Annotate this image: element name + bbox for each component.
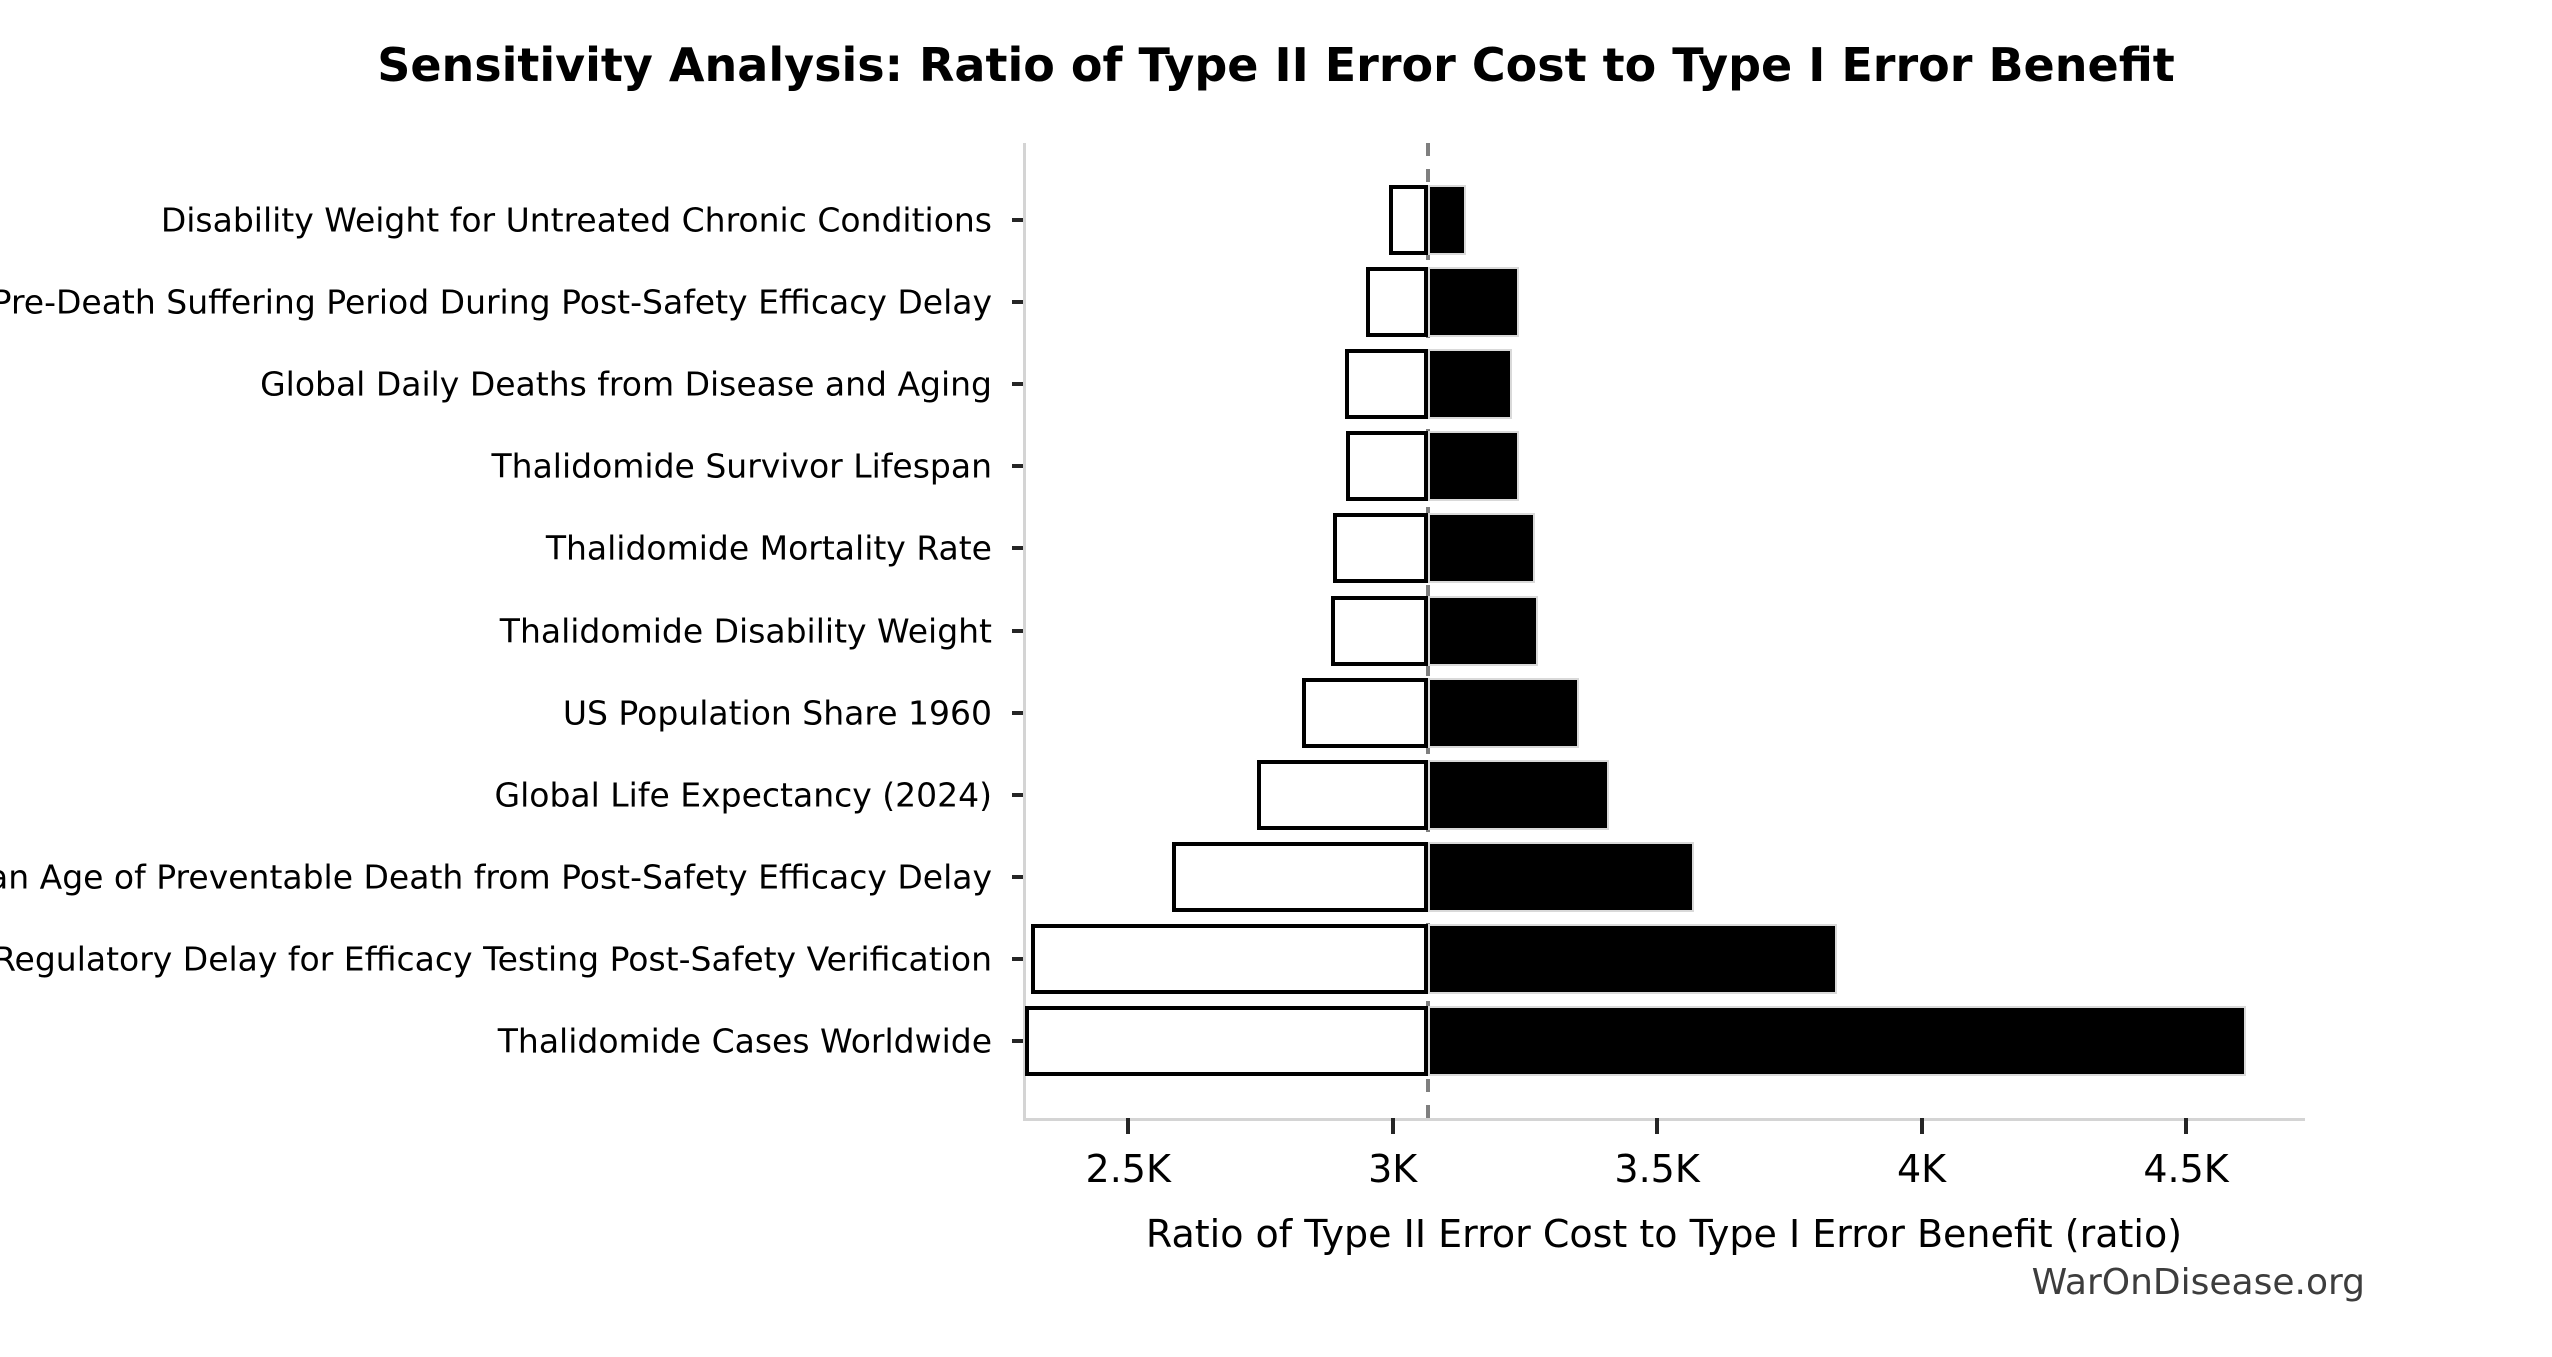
y-tick-mark [1012, 628, 1023, 633]
x-tick-label: 3K [1368, 1147, 1418, 1191]
bar-high-segment [1428, 923, 1837, 994]
x-tick-label: 2.5K [1085, 1147, 1171, 1191]
bar-low-segment [1171, 841, 1429, 912]
bar-low-segment [1301, 677, 1429, 748]
watermark-text: WarOnDisease.org [2031, 1262, 2365, 1303]
y-tick-label: Thalidomide Disability Weight [499, 611, 992, 650]
y-tick-mark [1012, 874, 1023, 879]
bar-low-segment [1330, 595, 1429, 666]
x-tick-mark [1919, 1118, 1924, 1134]
y-tick-label: Pre-Death Suffering Period During Post-S… [0, 282, 992, 322]
x-tick-label: 4.5K [2143, 1147, 2229, 1191]
x-axis-spine [1023, 1118, 2305, 1121]
bar-low-segment [1025, 1006, 1429, 1076]
bar-low-segment [1346, 431, 1429, 502]
bar-high-segment [1428, 267, 1520, 338]
y-axis-spine [1023, 143, 1026, 1118]
y-tick-mark [1012, 382, 1023, 387]
bar-low-segment [1256, 759, 1429, 830]
y-tick-label: Thalidomide Survivor Lifespan [491, 446, 992, 486]
y-tick-mark [1012, 300, 1023, 305]
y-tick-label: Disability Weight for Untreated Chronic … [160, 200, 992, 240]
y-tick-label: Thalidomide Cases Worldwide [497, 1021, 992, 1061]
bar-high-segment [1428, 349, 1512, 420]
x-axis-label: Ratio of Type II Error Cost to Type I Er… [1145, 1212, 2183, 1256]
x-tick-label: 4K [1897, 1147, 1947, 1191]
bar-low-segment [1388, 185, 1429, 255]
y-tick-label: Global Daily Deaths from Disease and Agi… [260, 364, 992, 404]
y-tick-label: Global Life Expectancy (2024) [494, 775, 992, 815]
y-tick-label: Thalidomide Mortality Rate [545, 528, 992, 568]
y-tick-mark [1012, 710, 1023, 715]
bar-high-segment [1428, 677, 1580, 748]
bar-high-segment [1428, 759, 1609, 830]
x-tick-mark [2184, 1118, 2188, 1134]
bar-low-segment [1332, 513, 1429, 584]
x-tick-mark [1655, 1118, 1660, 1134]
x-tick-mark [1390, 1118, 1395, 1134]
bar-low-segment [1031, 923, 1429, 994]
x-tick-mark [1126, 1118, 1131, 1134]
bar-low-segment [1345, 349, 1429, 420]
bar-high-segment [1428, 1006, 2246, 1076]
y-tick-label: Mean Age of Preventable Death from Post-… [0, 857, 992, 897]
bar-high-segment [1428, 841, 1695, 912]
x-tick-label: 3.5K [1614, 1147, 1700, 1191]
bar-low-segment [1365, 267, 1429, 338]
y-tick-label: Regulatory Delay for Efficacy Testing Po… [0, 939, 992, 979]
y-tick-label: US Population Share 1960 [562, 693, 992, 733]
y-tick-mark [1012, 1039, 1023, 1043]
bar-high-segment [1428, 185, 1467, 255]
y-tick-mark [1012, 546, 1023, 551]
y-tick-mark [1012, 464, 1023, 469]
y-tick-mark [1012, 956, 1023, 961]
chart-title: Sensitivity Analysis: Ratio of Type II E… [377, 38, 2175, 92]
y-tick-mark [1012, 792, 1023, 797]
bar-high-segment [1428, 513, 1535, 584]
bar-high-segment [1428, 595, 1538, 666]
y-tick-mark [1012, 218, 1023, 222]
bar-high-segment [1428, 431, 1520, 502]
